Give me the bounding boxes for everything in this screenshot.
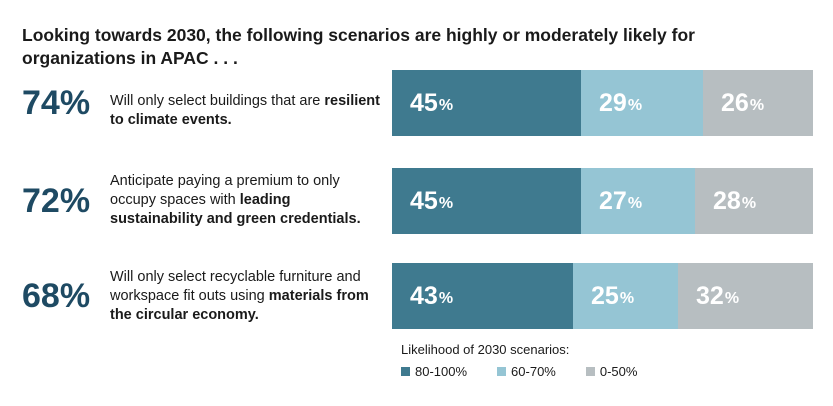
segment-value-label: 45 — [410, 186, 438, 215]
segment-percent-sign: % — [438, 290, 454, 307]
scenario-statement: Will only select buildings that are resi… — [110, 92, 380, 130]
stacked-bar: 45% 27% 28% — [392, 168, 813, 234]
scenario-row-1: 74% Will only select buildings that are … — [0, 70, 833, 136]
segment-value-label: 43 — [410, 281, 438, 310]
segment-percent-sign: % — [749, 97, 765, 114]
scenario-statement: Anticipate paying a premium to only occu… — [110, 172, 380, 229]
segment-percent-sign: % — [724, 290, 740, 307]
legend-label: 0-50% — [599, 364, 638, 379]
statement-bold: resilient to climate events. — [110, 93, 380, 128]
stacked-bar: 45% 29% 26% — [392, 70, 813, 136]
stacked-bar: 43% 25% 32% — [392, 263, 813, 329]
segment-low: 32% — [678, 263, 813, 329]
segment-value-label: 45 — [410, 88, 438, 117]
segment-percent-sign: % — [438, 195, 454, 212]
statement-plain: Will only select recyclable furniture an… — [110, 269, 361, 304]
statement-plain: Anticipate paying a premium to only occu… — [110, 173, 340, 208]
legend-swatch-low — [585, 367, 595, 376]
statement-bold: leading sustainability and green credent… — [110, 192, 361, 227]
segment-mid: 27% — [581, 168, 695, 234]
statement-bold: materials from the circular economy. — [110, 288, 369, 323]
legend: 80-100% 60-70% 0-50% — [401, 364, 667, 379]
segment-value-label: 25 — [591, 281, 619, 310]
headline-percent: 72% — [22, 182, 91, 220]
legend-label: 60-70% — [511, 364, 556, 379]
statement-plain: Will only select buildings that are — [110, 93, 325, 109]
segment-value-label: 32 — [696, 281, 724, 310]
segment-high: 45% — [392, 70, 581, 136]
legend-item-high: 80-100% — [401, 364, 467, 379]
segment-percent-sign: % — [627, 195, 643, 212]
legend-swatch-high — [401, 367, 410, 376]
segment-mid: 29% — [581, 70, 703, 136]
segment-low: 28% — [695, 168, 813, 234]
segment-value-label: 29 — [599, 88, 627, 117]
segment-percent-sign: % — [627, 97, 643, 114]
legend-label: 80-100% — [415, 364, 468, 379]
scenario-row-3: 68% Will only select recyclable furnitur… — [0, 263, 833, 329]
segment-percent-sign: % — [438, 97, 454, 114]
headline-percent: 74% — [22, 84, 91, 122]
segment-value-label: 28 — [713, 186, 741, 215]
segment-high: 45% — [392, 168, 581, 234]
segment-low: 26% — [703, 70, 813, 136]
legend-item-mid: 60-70% — [497, 364, 556, 379]
segment-value-label: 27 — [599, 186, 627, 215]
scenario-statement: Will only select recyclable furniture an… — [110, 268, 380, 325]
segment-high: 43% — [392, 263, 573, 329]
scenario-row-2: 72% Anticipate paying a premium to only … — [0, 168, 833, 234]
legend-swatch-mid — [497, 367, 507, 376]
segment-percent-sign: % — [619, 290, 635, 307]
headline-percent: 68% — [22, 277, 91, 315]
chart-title: Looking towards 2030, the following scen… — [22, 25, 695, 68]
legend-item-low: 0-50% — [585, 364, 638, 379]
segment-value-label: 26 — [721, 88, 749, 117]
legend-title: Likelihood of 2030 scenarios: — [401, 342, 570, 357]
segment-mid: 25% — [573, 263, 678, 329]
segment-percent-sign: % — [741, 195, 757, 212]
